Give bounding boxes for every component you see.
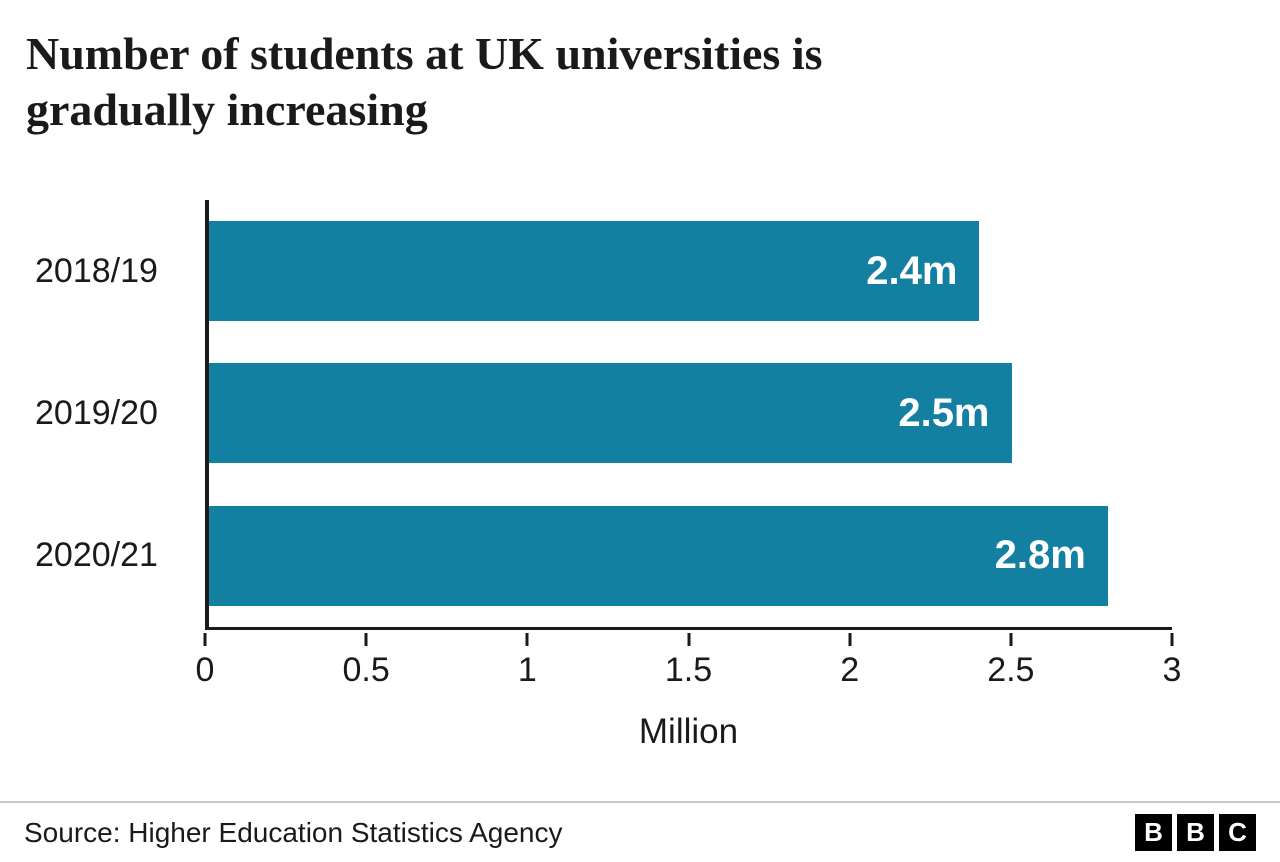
bar-value-label: 2.8m <box>994 533 1086 578</box>
page-title: Number of students at UK universities is… <box>26 26 823 138</box>
category-label: 2019/20 <box>35 393 158 432</box>
page-title-line-2: gradually increasing <box>26 84 428 136</box>
x-axis-title: Million <box>638 712 739 751</box>
x-axis-tick-label: 3 <box>1162 651 1182 689</box>
x-axis-tick-label: 2 <box>840 651 860 689</box>
bar-value-label: 2.5m <box>898 390 990 435</box>
bar: 2.5m <box>209 363 1012 464</box>
x-axis-tick-mark <box>687 633 690 646</box>
bar-row: 2018/19 2.4m <box>35 200 1172 342</box>
category-label: 2020/21 <box>35 536 158 575</box>
x-axis-tick-mark <box>1009 633 1013 646</box>
bar: 2.8m <box>209 505 1108 606</box>
bbc-logo-letter: B <box>1177 814 1214 851</box>
bbc-logo-letter: C <box>1219 814 1256 851</box>
bar: 2.4m <box>209 221 980 322</box>
bar-row: 2019/20 2.5m <box>35 342 1172 484</box>
x-axis-tick-mark <box>848 633 852 646</box>
category-label: 2018/19 <box>35 251 158 290</box>
x-axis-tick-label: 0.5 <box>342 651 390 689</box>
footer: Source: Higher Education Statistics Agen… <box>0 801 1280 862</box>
x-axis-tick-mark <box>364 633 368 646</box>
page-title-line-1: Number of students at UK universities is <box>26 28 823 79</box>
x-axis-tick-label: 0 <box>195 651 215 689</box>
bar-value-label: 2.4m <box>866 248 958 293</box>
x-axis-tick-mark <box>525 633 529 646</box>
x-axis-tick-mark <box>203 633 207 646</box>
bar-row: 2020/21 2.8m <box>35 485 1172 627</box>
source-attribution: Source: Higher Education Statistics Agen… <box>24 816 563 848</box>
x-axis-tick-label: 1 <box>517 651 537 689</box>
bar-chart-plot-area: 2018/19 2.4m 2019/20 2.5m 2020/21 2.8m <box>35 200 1172 630</box>
x-axis-tick-label: 2.5 <box>987 651 1035 689</box>
bbc-logo-letter: B <box>1135 814 1172 851</box>
x-axis-tick-label: 1.5 <box>664 651 713 689</box>
x-axis-tick-mark <box>1170 633 1174 646</box>
x-axis: 0 0.5 1 1.5 2 2.5 3 <box>196 633 1181 703</box>
